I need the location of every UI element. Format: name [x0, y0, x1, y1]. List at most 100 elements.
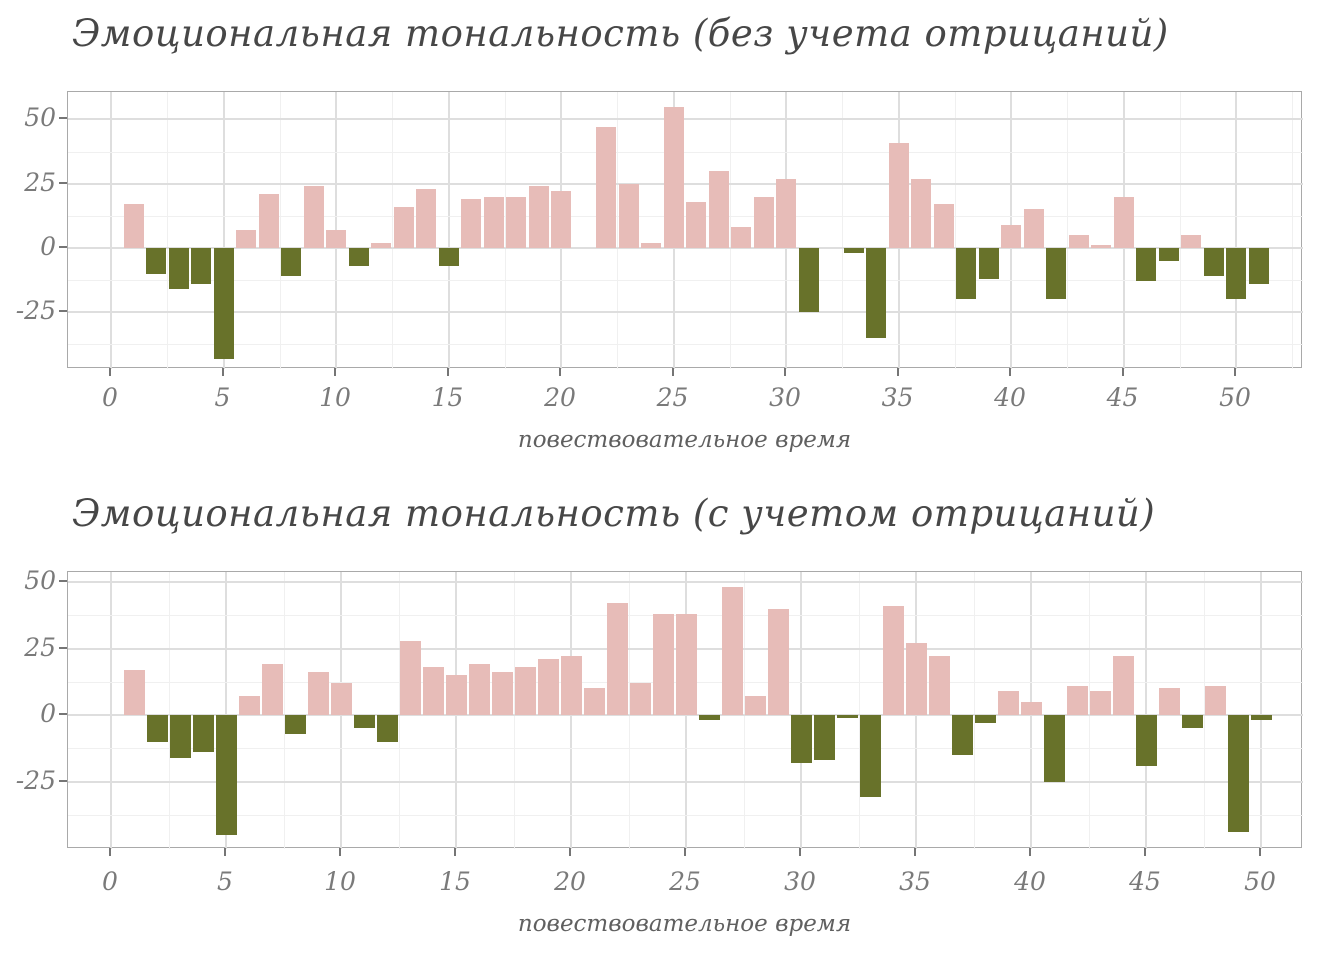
- bar-positive: [261, 664, 283, 715]
- bar-negative: [213, 248, 234, 359]
- x-tick-label: 40: [1014, 867, 1046, 896]
- bar-positive: [1158, 688, 1180, 715]
- gridline-minor-horizontal: [68, 215, 1303, 217]
- bar-positive: [468, 664, 490, 715]
- bar-negative: [978, 248, 999, 279]
- bar-negative: [438, 248, 459, 266]
- bar-negative: [146, 715, 168, 742]
- gridline-minor-vertical: [1067, 92, 1069, 369]
- bar-positive: [1089, 691, 1111, 715]
- bar-positive: [905, 643, 927, 715]
- bar-positive: [514, 667, 536, 715]
- gridline-minor-vertical: [392, 92, 394, 369]
- bar-positive: [652, 613, 674, 715]
- x-tick-mark: [446, 368, 449, 376]
- y-tick-label: 0: [40, 232, 56, 261]
- x-tick-label: 30: [784, 867, 816, 896]
- bar-positive: [708, 170, 729, 248]
- chart-title: Эмоциональная тональность (без учета отр…: [72, 12, 1169, 55]
- gridline-major-horizontal: [68, 780, 1303, 783]
- gridline-minor-vertical: [279, 92, 281, 369]
- gridline-minor-vertical: [1292, 92, 1294, 369]
- gridline-minor-horizontal: [68, 151, 1303, 153]
- gridline-major-vertical: [110, 572, 112, 849]
- bar-positive: [393, 206, 414, 248]
- x-tick-mark: [1009, 368, 1011, 376]
- y-tick-mark: [59, 713, 67, 715]
- gridline-major-horizontal: [68, 118, 1303, 121]
- bar-positive: [888, 142, 909, 248]
- bar-positive: [583, 688, 605, 715]
- x-tick-label: 10: [319, 383, 351, 412]
- x-tick-mark: [109, 848, 111, 856]
- y-tick-mark: [59, 181, 67, 184]
- x-tick-mark: [784, 368, 786, 376]
- gridline-minor-vertical: [504, 92, 506, 369]
- x-tick-mark: [914, 848, 916, 856]
- bar-negative: [169, 715, 191, 758]
- plot-panel: [67, 571, 1303, 849]
- x-tick-mark: [569, 848, 571, 856]
- bar-positive: [721, 587, 743, 715]
- bar-positive: [767, 608, 789, 715]
- bar-negative: [281, 248, 301, 277]
- bar-positive: [491, 672, 513, 715]
- gridline-major-vertical: [447, 92, 450, 369]
- bar-negative: [1158, 248, 1179, 261]
- gridline-major-vertical: [1260, 572, 1262, 849]
- bar-positive: [422, 667, 444, 715]
- x-tick-label: 35: [899, 867, 931, 896]
- bar-positive: [483, 196, 504, 248]
- x-tick-label: 50: [1219, 383, 1251, 412]
- gridline-major-vertical: [225, 572, 227, 849]
- y-tick-label: -25: [15, 765, 56, 795]
- bar-negative: [348, 248, 369, 266]
- gridline-minor-horizontal: [68, 280, 1303, 282]
- x-tick-label: 15: [439, 867, 471, 896]
- bar-positive: [596, 127, 616, 248]
- gridline-minor-vertical: [1179, 92, 1181, 369]
- gridline-major-horizontal: [68, 247, 1303, 249]
- bar-negative: [843, 248, 864, 254]
- bar-negative: [168, 248, 189, 290]
- x-tick-label: 40: [994, 383, 1026, 412]
- bar-positive: [560, 656, 582, 715]
- bar-negative: [974, 715, 996, 723]
- bar-positive: [663, 106, 684, 248]
- gridline-minor-vertical: [1088, 572, 1090, 849]
- bar-positive: [123, 204, 144, 248]
- y-tick-label: 25: [24, 632, 56, 662]
- gridline-major-horizontal: [68, 182, 1303, 185]
- bar-positive: [629, 683, 651, 715]
- bar-positive: [731, 227, 751, 248]
- x-tick-label: 5: [217, 867, 233, 896]
- bar-positive: [641, 242, 661, 248]
- gridline-minor-horizontal: [68, 814, 1303, 816]
- bar-negative: [1043, 715, 1065, 782]
- bar-negative: [1248, 248, 1269, 284]
- bar-negative: [1136, 248, 1156, 282]
- bar-positive: [686, 201, 706, 248]
- x-tick-mark: [1121, 368, 1124, 376]
- x-tick-mark: [684, 848, 686, 856]
- gridline-major-horizontal: [68, 311, 1303, 314]
- gridline-minor-vertical: [973, 572, 975, 849]
- bar-positive: [606, 603, 628, 715]
- y-tick-label: -25: [15, 296, 56, 326]
- bar-negative: [798, 248, 819, 313]
- bar-negative: [836, 715, 858, 718]
- bar-positive: [753, 196, 774, 248]
- bar-negative: [1181, 715, 1203, 729]
- x-tick-mark: [1144, 848, 1146, 856]
- x-tick-mark: [1234, 368, 1236, 376]
- x-tick-label: 30: [769, 383, 801, 412]
- gridline-major-vertical: [222, 92, 225, 369]
- bar-positive: [416, 188, 436, 248]
- bar-negative: [866, 248, 886, 339]
- bar-positive: [258, 193, 279, 248]
- y-tick-mark: [59, 580, 67, 582]
- gridline-minor-horizontal: [68, 344, 1303, 346]
- gridline-minor-vertical: [167, 92, 169, 369]
- bar-positive: [933, 204, 954, 248]
